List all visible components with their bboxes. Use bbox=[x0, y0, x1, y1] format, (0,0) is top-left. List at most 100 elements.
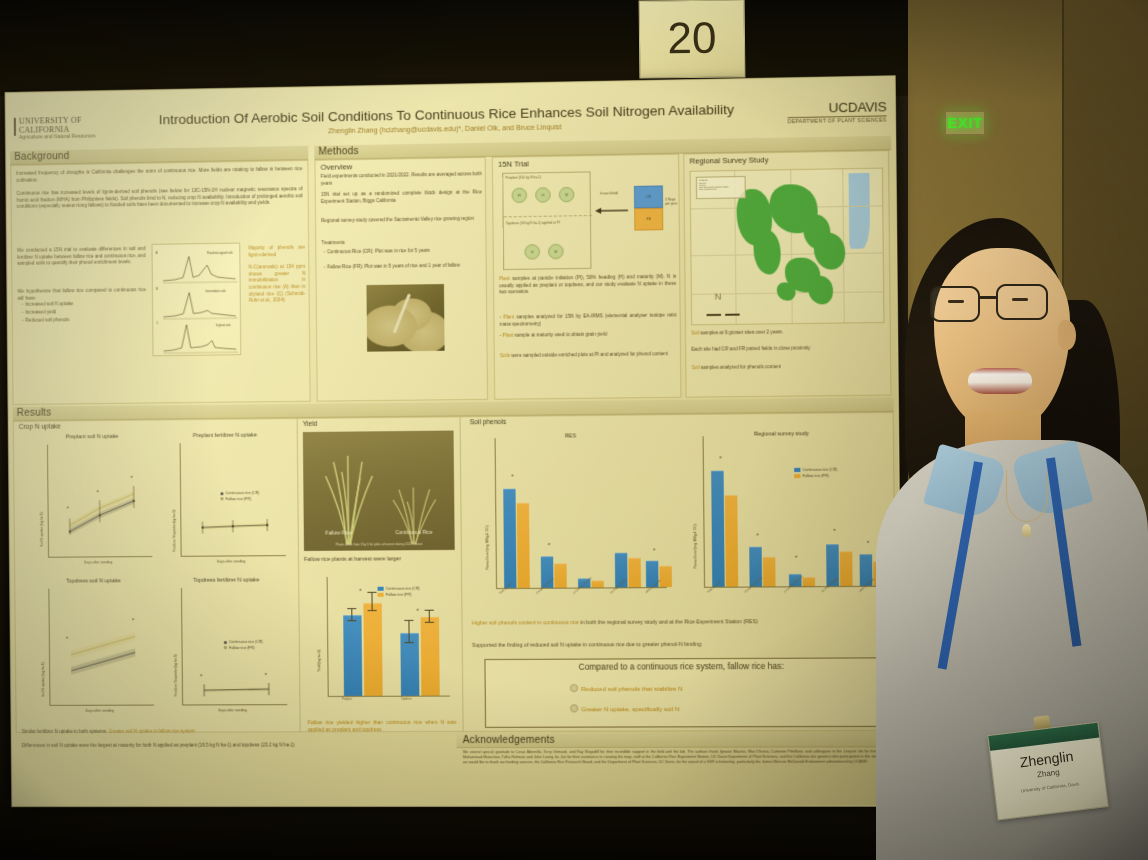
exit-sign-label: EXIT bbox=[947, 114, 983, 132]
yield-bar-cr-preplant bbox=[343, 615, 363, 696]
exit-sign: EXIT bbox=[944, 110, 986, 136]
ucanr-logo-line1: UNIVERSITY OF CALIFORNIA bbox=[18, 115, 82, 135]
sig-star-tdf-2: * bbox=[264, 673, 268, 680]
reg-sig-star-3: * bbox=[795, 555, 798, 562]
reg-sig-star-4: * bbox=[833, 528, 836, 536]
eye-right bbox=[1012, 298, 1028, 301]
res-bar-fr-1 bbox=[516, 502, 530, 588]
necklace bbox=[1006, 470, 1048, 522]
legend-fr-2: Fallow rice (FR) bbox=[228, 645, 255, 650]
caption-fallow-rice: Fallow Rice bbox=[325, 530, 352, 537]
ucanr-logo-line2: Agriculture and Natural Resources bbox=[18, 133, 96, 141]
rice-photo-captions: Fallow Rice Continuous Rice bbox=[304, 530, 455, 537]
n15-bullet-1: - Plant samples analyzed for 15N by EA-I… bbox=[499, 312, 677, 327]
conclusion-box: Compared to a continuous rice system, fa… bbox=[484, 657, 881, 728]
res-sig-star-2: * bbox=[547, 543, 551, 550]
res-bar-fr-4 bbox=[628, 557, 641, 588]
nmr-annotation-flooded: Flooded-cropped soils bbox=[206, 251, 233, 256]
conclusion-heading: Compared to a continuous rice system, fa… bbox=[578, 661, 784, 672]
reg-bar-fr-2 bbox=[762, 556, 776, 587]
yield-bar-fr-preplant bbox=[363, 602, 383, 696]
reg-sig-star-1: * bbox=[719, 456, 722, 463]
reg-sig-star-5: * bbox=[866, 540, 870, 548]
poster-number-card: 20 bbox=[638, 0, 746, 79]
yield-xtick-topdress: Topdress bbox=[401, 697, 412, 701]
field-rings-photo bbox=[366, 284, 445, 352]
methods-p1: Field experiments conducted in 2021/2022… bbox=[320, 171, 482, 186]
nmr-spectra-figure: A B C Flooded-cropped soils Intermediate… bbox=[151, 242, 242, 358]
sig-star-1: * bbox=[66, 506, 70, 513]
map-water-body bbox=[848, 172, 871, 249]
chart-topdress-fert-n: Topdress fertilizer N uptake Fertilizer … bbox=[163, 577, 292, 724]
poster-number-label: 20 bbox=[667, 13, 717, 64]
ring-h-topdress: H bbox=[524, 244, 540, 260]
chart-topdress-soil-n-svg bbox=[30, 632, 158, 675]
res-sig-star-1: * bbox=[511, 474, 514, 481]
arrow-icon bbox=[595, 205, 630, 214]
background-note-1: Majority of phenols are lignin-derived bbox=[248, 244, 306, 258]
ear bbox=[1058, 320, 1076, 350]
in-each-field-label: In each field bbox=[599, 191, 618, 196]
res-bar-fr-3 bbox=[591, 580, 604, 588]
ring-m-preplant: M bbox=[558, 186, 575, 203]
ucanr-logo: UNIVERSITY OF CALIFORNIA Agriculture and… bbox=[13, 115, 133, 141]
ring-pi-preplant: PI bbox=[511, 187, 528, 204]
chart-phenols-res-xticks: Total phenols Cinnamyl phenols p-hydroxy… bbox=[496, 576, 671, 614]
sig-star-td-1: * bbox=[65, 636, 69, 643]
results-heading: Results bbox=[16, 407, 52, 419]
yield-conclusion: Fallow rice yielded higher than continuo… bbox=[307, 719, 457, 734]
background-note-2: N-C(aromatic) at 154 ppm shows greater N… bbox=[248, 263, 306, 304]
conclusion-item-1: Reduced soil phenols that stabilize N bbox=[569, 683, 683, 694]
legend-cr: Continuous rice (CR) bbox=[225, 490, 260, 496]
background-heading: Background bbox=[14, 150, 70, 163]
chart-preplant-fert-n-svg bbox=[161, 432, 290, 576]
n15-plant-paragraph: Plant samples at panicle initiation (PI)… bbox=[499, 273, 677, 295]
n15-divider bbox=[503, 215, 592, 218]
reg-bar-fr-3 bbox=[802, 576, 816, 587]
res-bar-fr-2 bbox=[554, 563, 567, 588]
sig-star-2: * bbox=[96, 490, 99, 497]
res-bar-cr-1 bbox=[503, 488, 517, 589]
face bbox=[934, 248, 1070, 430]
reg-bar-cr-1 bbox=[711, 470, 725, 587]
n15-diagram-box: Preplant (150 kg N ha-1) Topdress (30 kg… bbox=[502, 171, 592, 271]
yield-xtick-preplant: Preplant bbox=[341, 697, 352, 701]
methods-heading: Methods bbox=[318, 145, 359, 158]
sacramento-valley-map: Legend CR site FR site Rice Experiment S… bbox=[689, 167, 885, 326]
methods-p2: 15N trial set up as a randomized complet… bbox=[320, 189, 482, 204]
crop-n-conclusion-2: Differences in soil N uptake were the la… bbox=[21, 742, 295, 748]
acknowledgements-heading: Acknowledgements bbox=[462, 734, 555, 747]
floor bbox=[0, 800, 960, 860]
chart-preplant-fert-n: Preplant fertilizer N uptake Fertilizer … bbox=[161, 432, 290, 576]
chart-phenols-regional: Regional survey study Phenol level (mg 1… bbox=[678, 424, 888, 611]
eyeglasses-left-lens bbox=[930, 286, 980, 322]
yield-sig-star-2: * bbox=[416, 608, 419, 615]
legend-fr: Fallow rice (FR) bbox=[225, 496, 252, 501]
chart-topdress-fert-n-legend: Continuous rice (CR) Fallow rice (FR) bbox=[223, 639, 263, 651]
eyeglasses-right-lens bbox=[996, 284, 1048, 320]
ring-h-preplant: H bbox=[535, 187, 551, 203]
n15-trial-heading: 15N Trial bbox=[497, 159, 529, 169]
regional-heading: Regional Survey Study bbox=[689, 155, 769, 166]
legend-cr-2: Continuous rice (CR) bbox=[228, 639, 263, 644]
ucdavis-logo: UCDAVIS DEPARTMENT OF PLANT SCIENCES bbox=[787, 99, 887, 126]
plant-icon bbox=[570, 704, 579, 713]
chart-yield-ylabel: Yield (kg ha-1) bbox=[317, 649, 322, 672]
chart-phenols-res-ylabel: Phenol level (mg 100g-1 OC) bbox=[485, 525, 490, 570]
caption-continuous-rice: Continuous Rice bbox=[395, 529, 433, 537]
nmr-curves-svg bbox=[152, 244, 242, 358]
yield-sig-star-1: * bbox=[359, 588, 362, 595]
chart-preplant-soil-n-svg bbox=[29, 434, 157, 535]
map-legend: Legend CR site FR site Rice Experiment S… bbox=[695, 175, 746, 200]
overview-heading: Overview bbox=[320, 162, 353, 172]
yield-bar-fr-topdress bbox=[420, 616, 440, 696]
rice-plants-photo: Fallow Rice Continuous Rice Plants taken… bbox=[302, 430, 455, 551]
background-p3: We conducted a 15N trial to evaluate dif… bbox=[17, 245, 146, 267]
chart-preplant-fert-n-legend: Continuous rice (CR) Fallow rice (FR) bbox=[220, 491, 259, 502]
ucdavis-logo-line2: DEPARTMENT OF PLANT SCIENCES bbox=[787, 115, 887, 126]
yield-statement: Fallow rice plants at harvest were large… bbox=[304, 556, 402, 564]
preplant-label: Preplant (150 kg N ha-1) bbox=[505, 175, 542, 180]
chart-yield: Yield (kg ha-1) Continuous rice (CR) Fal… bbox=[304, 570, 456, 712]
plot-cr: CR bbox=[633, 185, 664, 209]
